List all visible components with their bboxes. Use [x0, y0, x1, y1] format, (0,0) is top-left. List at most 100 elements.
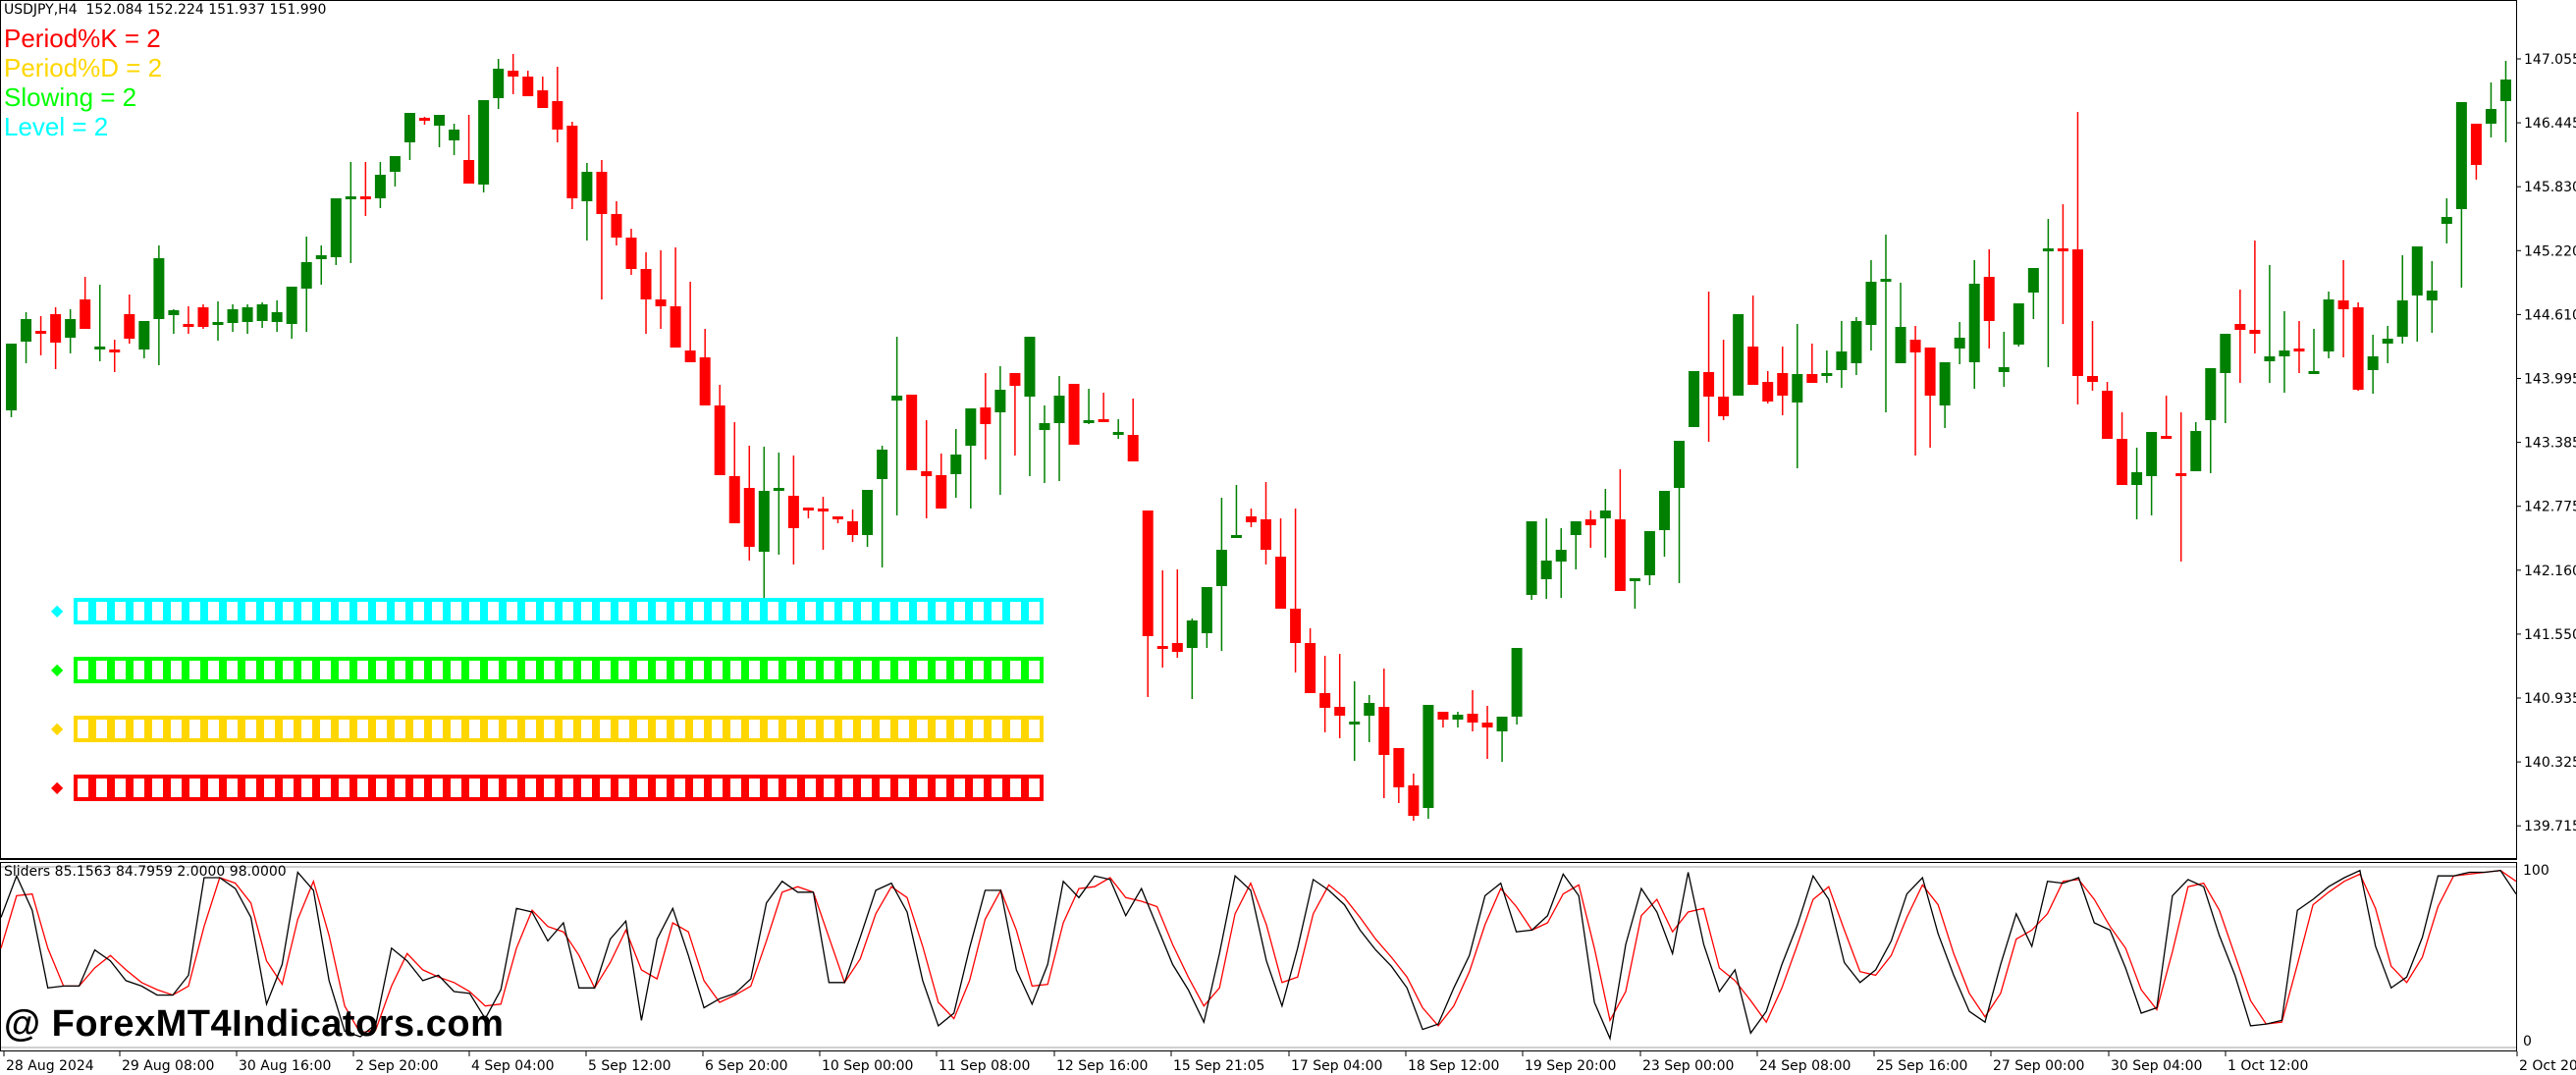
slider-cell[interactable] [652, 657, 671, 683]
slider-cell[interactable] [876, 598, 894, 624]
slider-cell[interactable] [1025, 657, 1044, 683]
slider-cell[interactable] [950, 598, 969, 624]
slider-cell[interactable] [316, 716, 335, 742]
slider-cell[interactable] [1006, 598, 1025, 624]
slider-cell[interactable] [857, 775, 876, 801]
slider-cell[interactable] [782, 657, 801, 683]
slider-cell[interactable] [503, 657, 521, 683]
slider-cell[interactable] [74, 775, 92, 801]
slider-cell[interactable] [652, 775, 671, 801]
slider-cell[interactable] [559, 716, 577, 742]
slider-cell[interactable] [838, 775, 857, 801]
slider-cell[interactable] [111, 657, 130, 683]
slider-cell[interactable] [316, 775, 335, 801]
slider-cell[interactable] [894, 598, 913, 624]
slider-cell[interactable] [353, 775, 372, 801]
slider-cell[interactable] [782, 775, 801, 801]
slider-cell[interactable] [820, 598, 838, 624]
slider-cell[interactable] [932, 775, 950, 801]
slider-cell[interactable] [130, 598, 148, 624]
slider-cell[interactable] [484, 598, 503, 624]
slider-cell[interactable] [242, 598, 260, 624]
slider-cell[interactable] [372, 657, 391, 683]
slider-cell[interactable] [559, 775, 577, 801]
slider-cell[interactable] [913, 657, 932, 683]
slider-cell[interactable] [353, 657, 372, 683]
slider-cell[interactable] [969, 775, 988, 801]
slider-cell[interactable] [577, 716, 596, 742]
slider-cell[interactable] [745, 598, 764, 624]
slider-cell[interactable] [74, 598, 92, 624]
slider-cell[interactable] [838, 598, 857, 624]
slider-cell[interactable] [391, 716, 409, 742]
slider-cell[interactable] [876, 657, 894, 683]
slider-cell[interactable] [1006, 775, 1025, 801]
slider-cell[interactable] [242, 716, 260, 742]
slider-cell[interactable] [186, 716, 204, 742]
slider-cell[interactable] [92, 657, 111, 683]
slider-cell[interactable] [223, 657, 242, 683]
slider-cell[interactable] [950, 716, 969, 742]
slider-cell[interactable] [409, 598, 428, 624]
slider-cell[interactable] [148, 657, 167, 683]
slider-cell[interactable] [223, 716, 242, 742]
slider-cell[interactable] [633, 598, 652, 624]
slider-cell[interactable] [223, 598, 242, 624]
slider-cell[interactable] [652, 716, 671, 742]
slider-cell[interactable] [932, 716, 950, 742]
slider-cell[interactable] [969, 716, 988, 742]
slider-cell[interactable] [913, 775, 932, 801]
slider-cell[interactable] [465, 775, 484, 801]
slider-cell[interactable] [484, 716, 503, 742]
slider-cell[interactable] [633, 716, 652, 742]
slider-cell[interactable] [932, 657, 950, 683]
slider-cell[interactable] [559, 657, 577, 683]
slider-cell[interactable] [876, 775, 894, 801]
slider-cell[interactable] [615, 775, 633, 801]
slider-cell[interactable] [857, 598, 876, 624]
slider-cell[interactable] [204, 657, 223, 683]
slider-cell[interactable] [801, 657, 820, 683]
slider-cell[interactable] [820, 716, 838, 742]
slider-cell[interactable] [689, 657, 708, 683]
slider-cell[interactable] [447, 598, 465, 624]
slider-cell[interactable] [913, 716, 932, 742]
slider-cell[interactable] [167, 657, 186, 683]
slider-cell[interactable] [279, 598, 297, 624]
slider-cell[interactable] [764, 716, 782, 742]
slider-cell[interactable] [428, 598, 447, 624]
slider-cell[interactable] [671, 598, 689, 624]
slider-slowing[interactable] [74, 657, 1044, 683]
slider-cell[interactable] [335, 775, 353, 801]
slider-cell[interactable] [596, 775, 615, 801]
slider-cell[interactable] [92, 775, 111, 801]
slider-cell[interactable] [969, 598, 988, 624]
slider-cell[interactable] [671, 775, 689, 801]
slider-cell[interactable] [726, 657, 745, 683]
slider-cell[interactable] [503, 716, 521, 742]
slider-cell[interactable] [186, 775, 204, 801]
slider-period_k[interactable] [74, 775, 1044, 801]
slider-cell[interactable] [764, 598, 782, 624]
slider-cell[interactable] [297, 657, 316, 683]
slider-cell[interactable] [689, 775, 708, 801]
slider-cell[interactable] [950, 657, 969, 683]
slider-level-handle-icon[interactable]: ◆ [51, 601, 64, 619]
slider-cell[interactable] [615, 598, 633, 624]
slider-cell[interactable] [820, 657, 838, 683]
slider-cell[interactable] [577, 598, 596, 624]
slider-cell[interactable] [596, 716, 615, 742]
slider-cell[interactable] [745, 657, 764, 683]
slider-cell[interactable] [204, 598, 223, 624]
slider-cell[interactable] [577, 775, 596, 801]
slider-cell[interactable] [838, 657, 857, 683]
slider-cell[interactable] [297, 598, 316, 624]
slider-cell[interactable] [447, 775, 465, 801]
slider-cell[interactable] [559, 598, 577, 624]
slider-cell[interactable] [988, 775, 1006, 801]
slider-cell[interactable] [186, 657, 204, 683]
slider-cell[interactable] [932, 598, 950, 624]
slider-cell[interactable] [465, 598, 484, 624]
slider-cell[interactable] [130, 716, 148, 742]
slider-cell[interactable] [186, 598, 204, 624]
